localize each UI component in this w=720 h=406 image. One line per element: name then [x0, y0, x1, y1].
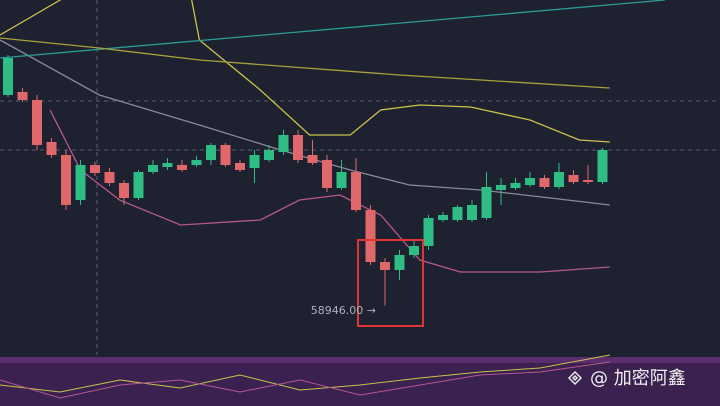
candle-body [452, 207, 463, 220]
candle-body [206, 145, 216, 160]
candle-body [148, 165, 158, 172]
candle-body [162, 163, 173, 167]
indicator-line [0, 39, 610, 206]
candle-body [191, 160, 202, 165]
candle-body [423, 218, 434, 246]
candle-body [467, 205, 477, 220]
candle-body [365, 210, 376, 262]
candle-body [409, 246, 419, 255]
candle-body [278, 135, 289, 152]
candle-body [597, 150, 608, 182]
watermark: @ 加密阿鑫 [590, 368, 686, 389]
candle-body [3, 58, 13, 95]
candle-body [90, 165, 100, 173]
candle-body [380, 262, 390, 270]
candle-body [249, 155, 260, 168]
candle-body [235, 163, 245, 170]
candle-body [307, 155, 318, 163]
candle-body [510, 183, 521, 188]
candle-body [61, 155, 71, 205]
candle-body [220, 145, 231, 165]
candle-body [119, 183, 129, 198]
candle-body [133, 172, 144, 198]
indicator-line [0, 37, 610, 89]
candle-body [583, 180, 593, 182]
candle-body [394, 255, 405, 270]
candle-body [554, 172, 564, 187]
watermark-icon [567, 370, 583, 386]
candle-body [351, 172, 361, 210]
candle-body [17, 92, 28, 100]
indicator-line [0, 361, 611, 399]
candle-body [336, 172, 347, 188]
candle-body [438, 215, 448, 220]
candle-body [568, 175, 579, 182]
indicator-panel [0, 357, 720, 406]
candle-body [496, 185, 506, 190]
candle-body [525, 178, 535, 185]
indicator-line [0, 0, 665, 59]
candle-body [481, 187, 492, 218]
candle-body [322, 160, 332, 188]
candle-body [264, 150, 274, 160]
indicator-band [0, 357, 720, 363]
indicator-line [0, 354, 611, 393]
candle-body [539, 178, 550, 187]
candle-body [177, 165, 187, 170]
candle-body [104, 172, 115, 183]
annotation: 58946.00 → [311, 304, 376, 317]
indicator-line [49, 109, 610, 273]
candle-body [46, 142, 57, 155]
candle-body [293, 135, 303, 160]
indicator-line [0, 0, 610, 143]
candle-body [32, 100, 42, 145]
highlight-box [357, 239, 424, 327]
candle-body [75, 165, 86, 200]
